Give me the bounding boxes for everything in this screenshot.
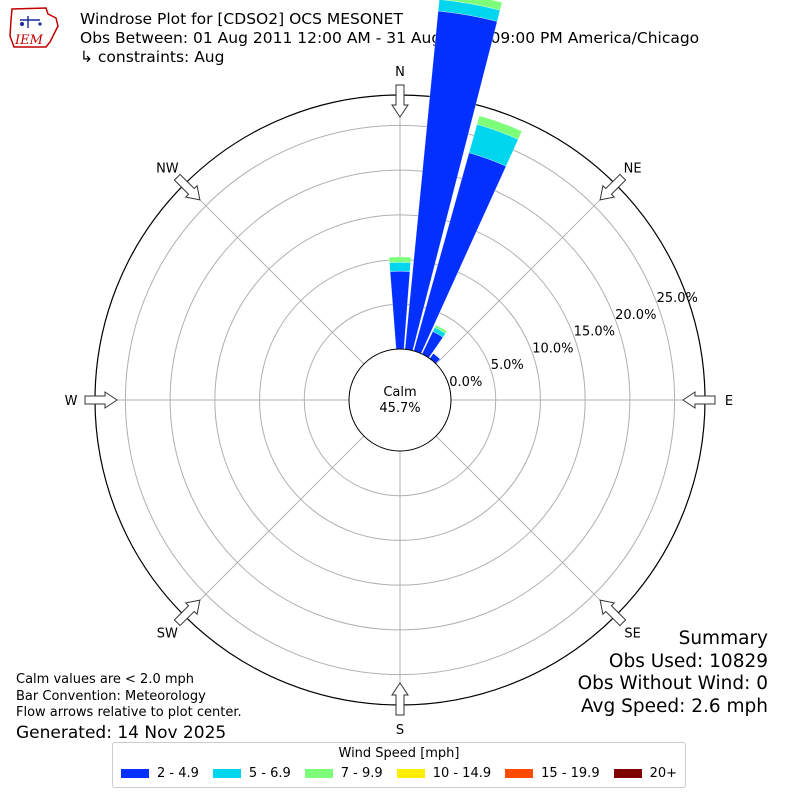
legend-item: 5 - 6.9 [212, 766, 291, 781]
generated-date: Generated: 14 Nov 2025 [16, 722, 227, 743]
legend-swatch [613, 769, 642, 778]
legend-item: 20+ [613, 766, 678, 781]
wind-bar-segment [442, 0, 503, 11]
radial-tick-label: 20.0% [615, 308, 656, 323]
obs-between: Obs Between: 01 Aug 2011 12:00 AM - 31 A… [80, 29, 700, 47]
legend-title: Wind Speed [mph] [338, 746, 460, 761]
iem-logo: IEM [9, 7, 59, 48]
direction-label: E [725, 394, 733, 409]
chart-title: Windrose Plot for [CDSO2] OCS MESONET [80, 10, 403, 28]
legend-swatch [396, 769, 425, 778]
radial-tick-label: 15.0% [574, 325, 615, 340]
legend-swatch [120, 769, 149, 778]
legend-swatch [212, 769, 241, 778]
direction-label: SW [157, 627, 178, 642]
calm-circle [348, 348, 452, 452]
legend-items: 2 - 4.9 5 - 6.9 7 - 9.9 10 - 14.9 15 - 19.9 2… [113, 766, 685, 781]
radial-tick-label: 0.0% [449, 375, 482, 390]
direction-label: SE [624, 627, 640, 642]
direction-arrow [682, 391, 716, 409]
legend-label: 15 - 19.9 [541, 766, 600, 781]
grid-spoke [435, 435, 617, 617]
wind-bar-segment [388, 256, 412, 263]
legend-label: 20+ [649, 766, 678, 781]
radial-tick-label: 5.0% [491, 358, 524, 373]
summary-block: Summary Obs Used: 10829 Obs Without Wind… [578, 628, 768, 718]
direction-label: S [396, 723, 404, 738]
direction-arrow [599, 173, 627, 201]
direction-label: NE [624, 161, 642, 176]
radial-tick-label: 25.0% [657, 291, 698, 306]
bar-convention-note: Bar Convention: Meteorology [16, 688, 206, 704]
legend-swatch [304, 769, 333, 778]
direction-label: N [395, 65, 405, 80]
direction-label: W [65, 394, 78, 409]
legend-item: 2 - 4.9 [120, 766, 199, 781]
direction-arrow [391, 682, 409, 716]
constraints: ↳ constraints: Aug [80, 48, 225, 66]
summary-title: Summary [678, 628, 768, 649]
obs-without-wind: Obs Without Wind: 0 [577, 673, 768, 694]
direction-arrow [391, 84, 409, 118]
legend-swatch [505, 769, 534, 778]
flow-note: Flow arrows relative to plot center. [16, 705, 242, 720]
legend-label: 10 - 14.9 [432, 766, 492, 781]
legend-label: 2 - 4.9 [156, 766, 199, 781]
legend-item: 10 - 14.9 [396, 766, 492, 781]
svg-text:IEM: IEM [14, 33, 44, 48]
calm-label: Calm [383, 385, 416, 400]
legend-item: 15 - 19.9 [505, 766, 600, 781]
radial-tick-label: 10.0% [532, 341, 573, 356]
wind-bar-segment [389, 262, 411, 272]
direction-arrow [84, 391, 118, 409]
direction-arrow [599, 599, 627, 627]
grid-spoke [183, 183, 365, 365]
grid-spoke [183, 435, 365, 617]
direction-arrow [173, 173, 201, 201]
notes: Calm values are < 2.0 mph Bar Convention… [16, 672, 242, 744]
direction-label: NW [156, 161, 179, 176]
wind-bar-segment [476, 115, 523, 140]
avg-speed: Avg Speed: 2.6 mph [580, 695, 768, 717]
legend-label: 7 - 9.9 [340, 766, 383, 781]
wind-bar-segment [434, 324, 448, 334]
calm-value: 45.7% [379, 401, 420, 416]
calm-note: Calm values are < 2.0 mph [16, 672, 195, 687]
title-block: Windrose Plot for [CDSO2] OCS MESONET Ob… [80, 10, 699, 67]
legend-label: 5 - 6.9 [248, 766, 291, 781]
legend: Wind Speed [mph] 2 - 4.9 5 - 6.9 7 - 9.9 10… [112, 742, 686, 788]
legend-item: 7 - 9.9 [304, 766, 383, 781]
direction-arrow [173, 599, 201, 627]
obs-used: Obs Used: 10829 [608, 650, 768, 672]
grid-spoke [435, 183, 617, 365]
